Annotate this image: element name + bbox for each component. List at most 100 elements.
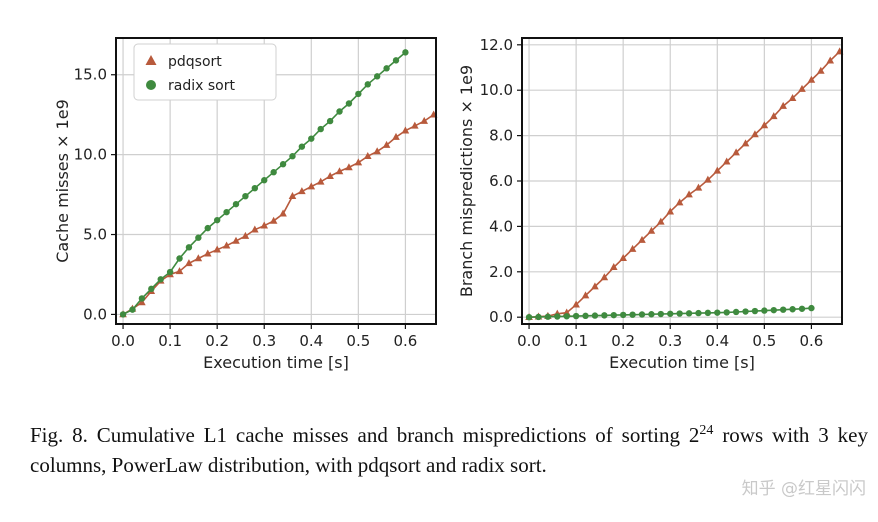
branch-mispredictions-radix-sort-point	[789, 306, 796, 313]
cache-misses-radix-sort-point	[279, 161, 287, 168]
branch-mispredictions-pdqsort-point	[741, 139, 750, 147]
branch-mispredictions-pdqsort-point	[600, 273, 609, 281]
cache-misses-radix-sort-point	[345, 100, 353, 107]
branch-mispredictions-radix-sort-point	[742, 308, 749, 315]
cache-misses-radix-sort-point	[373, 73, 381, 80]
cache-misses-y-tick-label: 0.0	[83, 305, 107, 323]
branch-mispredictions-radix-sort-point	[657, 310, 665, 318]
cache-misses-radix-sort-point	[317, 125, 324, 133]
branch-mispredictions-y-tick-label: 6.0	[489, 172, 513, 190]
branch-mispredictions-radix-sort-point	[723, 309, 730, 316]
cache-misses-pdqsort-point	[194, 254, 203, 262]
branch-mispredictions-pdqsort-point	[572, 300, 580, 308]
branch-mispredictions-pdqsort-point	[628, 244, 637, 252]
cache-misses-plot: 0.0 0.1 0.2 0.3 0.4 0.5 0.6 0.0 5.0 10.0 15.0 Execu…	[53, 37, 438, 372]
branch-mispredictions-pdqsort-point	[647, 226, 656, 234]
branch-mispredictions-pdqsort-point	[798, 84, 806, 92]
branch-mispredictions-y-tick-label: 10.0	[480, 81, 513, 99]
cache-misses-x-axis-label: Execution time [s]	[203, 353, 349, 372]
cache-misses-radix-sort-point	[308, 135, 315, 142]
branch-mispredictions-radix-sort-point	[667, 310, 674, 317]
branch-mispredictions-pdqsort-point	[817, 66, 825, 74]
cache-misses-radix-sort-point	[195, 234, 202, 241]
cache-misses-pdqsort-point	[345, 163, 353, 171]
cache-misses-radix-sort-point	[148, 285, 155, 293]
cache-misses-radix-sort-point	[223, 208, 230, 216]
cache-misses-x-tick-label: 0.1	[158, 332, 182, 350]
cache-misses-pdqsort-point	[298, 187, 306, 195]
branch-mispredictions-radix-sort-point	[685, 310, 693, 317]
branch-mispredictions-pdqsort-point	[638, 235, 646, 243]
branch-mispredictions-radix-sort-point	[591, 312, 599, 319]
branch-mispredictions-radix-sort-point	[779, 306, 787, 313]
branch-mispredictions-radix-sort-point	[770, 306, 777, 314]
branch-mispredictions-x-tick-label: 0.5	[752, 332, 776, 350]
branch-mispredictions-radix-sort-point	[572, 312, 580, 320]
cache-misses-radix-sort-point	[242, 192, 249, 200]
cache-misses-pdqsort-point	[251, 225, 259, 233]
branch-mispredictions-x-tick-label: 0.2	[611, 332, 635, 350]
branch-mispredictions-x-axis-label: Execution time [s]	[609, 353, 755, 372]
branch-mispredictions-pdqsort-point	[779, 101, 787, 109]
cache-misses-pdqsort-point	[138, 298, 146, 306]
cache-misses-pdqsort-point	[175, 267, 184, 275]
branch-mispredictions-pdqsort-point	[826, 56, 835, 64]
cache-misses-radix-sort-point	[204, 224, 211, 232]
cache-misses-pdqsort-point	[213, 245, 221, 253]
cache-misses-x-tick-label: 0.0	[111, 332, 135, 350]
cache-misses-pdqsort-point	[373, 147, 381, 155]
branch-mispredictions-x-tick-label: 0.3	[658, 332, 682, 350]
cache-misses-pdqsort-point	[363, 152, 372, 160]
branch-mispredictions-pdqsort-line	[529, 51, 841, 318]
branch-mispredictions-pdqsort-point	[581, 291, 590, 299]
branch-mispredictions-pdqsort-point	[562, 308, 571, 316]
cache-misses-y-axis-label: Cache misses × 1e9	[53, 99, 72, 263]
branch-mispredictions-y-tick-label: 4.0	[489, 217, 513, 235]
branch-mispredictions-pdqsort-point	[609, 263, 618, 271]
branch-mispredictions-pdqsort-point	[694, 183, 703, 191]
branch-mispredictions-y-tick-label: 2.0	[489, 263, 513, 281]
branch-mispredictions-x-tick-label: 0.4	[705, 332, 729, 350]
branch-mispredictions-pdqsort-point	[751, 130, 759, 138]
branch-mispredictions-radix-sort-point	[610, 311, 617, 319]
cache-misses-pdqsort-line	[122, 114, 435, 316]
branch-mispredictions-radix-sort-point	[535, 313, 542, 321]
branch-mispredictions-pdqsort-point	[675, 198, 684, 206]
branch-mispredictions-radix-sort-point	[751, 307, 759, 315]
cache-misses-radix-sort-point	[251, 184, 259, 192]
cache-misses-pdqsort-point	[411, 121, 419, 129]
branch-mispredictions-pdqsort-point	[619, 253, 627, 261]
cache-misses-x-tick-label: 0.4	[299, 332, 323, 350]
branch-mispredictions-radix-sort-point	[582, 312, 589, 320]
branch-mispredictions-radix-sort-point	[525, 313, 533, 321]
cache-misses-pdqsort-point	[260, 221, 269, 229]
cache-misses-y-tick-label: 15.0	[74, 66, 107, 84]
branch-mispredictions-pdqsort-point	[591, 282, 599, 290]
cache-misses-pdqsort-point	[420, 116, 429, 124]
cache-misses-pdqsort-point	[232, 236, 240, 244]
cache-misses-radix-sort-point	[298, 143, 306, 150]
branch-mispredictions-pdqsort-point	[732, 148, 740, 156]
branch-mispredictions-radix-sort-point	[798, 305, 806, 312]
cache-misses-pdqsort-point	[307, 182, 316, 190]
branch-mispredictions-radix-sort-point	[695, 309, 702, 317]
cache-misses-radix-sort-point	[383, 65, 390, 72]
branch-mispredictions-radix-sort-point	[761, 307, 768, 314]
cache-misses-pdqsort-point	[241, 231, 250, 239]
cache-misses-pdqsort-point	[203, 249, 212, 257]
cache-misses-pdqsort-point	[269, 216, 278, 224]
branch-mispredictions-radix-sort-point	[629, 311, 636, 318]
cache-misses-pdqsort-point	[316, 177, 325, 185]
cache-misses-pdqsort-point	[392, 132, 400, 140]
legend-box	[133, 43, 277, 101]
branch-mispredictions-radix-sort-point	[648, 311, 655, 318]
cache-misses-pdqsort-point	[222, 241, 231, 249]
cache-misses-radix-sort-point	[261, 177, 268, 184]
branch-mispredictions-pdqsort-point	[657, 217, 665, 225]
cache-misses-y-tick-label: 10.0	[74, 146, 107, 164]
legend-radix-sort-marker	[146, 80, 156, 90]
branch-mispredictions-radix-sort-point	[563, 313, 570, 320]
branch-mispredictions-pdqsort-point	[666, 207, 675, 215]
caption-exponent: 24	[699, 423, 714, 438]
